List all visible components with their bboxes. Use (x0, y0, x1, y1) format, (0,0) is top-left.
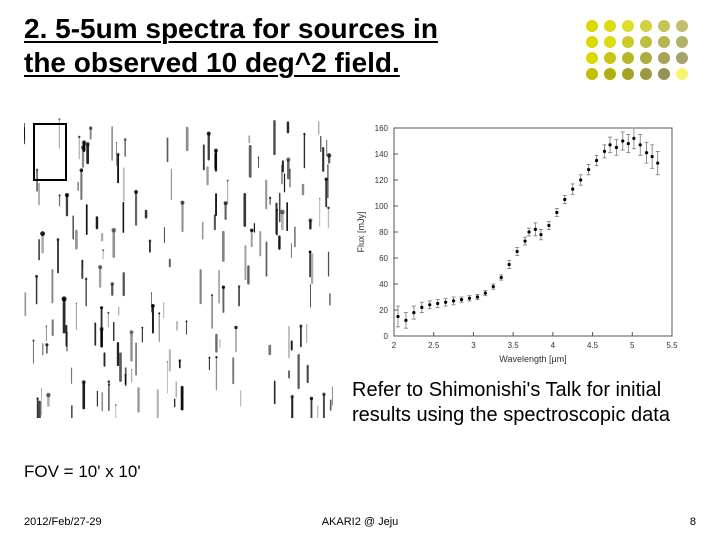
spectrum-chart: 2 2.5 3 3.5 4 4.5 5 5.5 0 20 40 60 80 100 120 140 160 Wav… (352, 118, 682, 368)
svg-text:60: 60 (379, 254, 388, 263)
slide-title: 2. 5-5um spectra for sources in the obse… (24, 12, 438, 79)
svg-text:40: 40 (379, 280, 388, 289)
svg-text:4.5: 4.5 (587, 341, 599, 350)
svg-text:3.5: 3.5 (508, 341, 520, 350)
fov-label: FOV = 10' x 10' (24, 462, 141, 482)
title-line2: the observed 10 deg^2 field. (24, 47, 400, 78)
footer-date: 2012/Feb/27-29 (24, 516, 102, 528)
svg-text:100: 100 (375, 202, 389, 211)
svg-text:120: 120 (375, 176, 389, 185)
svg-text:20: 20 (379, 306, 388, 315)
svg-text:3: 3 (471, 341, 476, 350)
footer-venue: AKARI2 @ Jeju (322, 516, 399, 528)
caption-text: Refer to Shimonishi's Talk for initial r… (352, 378, 682, 428)
svg-text:4: 4 (551, 341, 556, 350)
title-line1: 2. 5-5um spectra for sources in (24, 13, 438, 44)
svg-text:80: 80 (379, 228, 388, 237)
svg-text:2.5: 2.5 (428, 341, 440, 350)
svg-text:0: 0 (384, 332, 389, 341)
svg-text:5: 5 (630, 341, 635, 350)
spectral-image-svg (24, 118, 334, 418)
svg-text:5.5: 5.5 (666, 341, 678, 350)
svg-text:Wavelength [μm]: Wavelength [μm] (499, 354, 566, 364)
svg-text:160: 160 (375, 124, 389, 133)
svg-text:Flux [mJy]: Flux [mJy] (356, 211, 366, 252)
spectrum-chart-svg: 2 2.5 3 3.5 4 4.5 5 5.5 0 20 40 60 80 100 120 140 160 Wav… (352, 118, 682, 368)
decorative-dots (586, 20, 706, 90)
svg-text:140: 140 (375, 150, 389, 159)
footer-page: 8 (690, 516, 696, 528)
spectral-image (24, 118, 334, 418)
svg-text:2: 2 (392, 341, 397, 350)
